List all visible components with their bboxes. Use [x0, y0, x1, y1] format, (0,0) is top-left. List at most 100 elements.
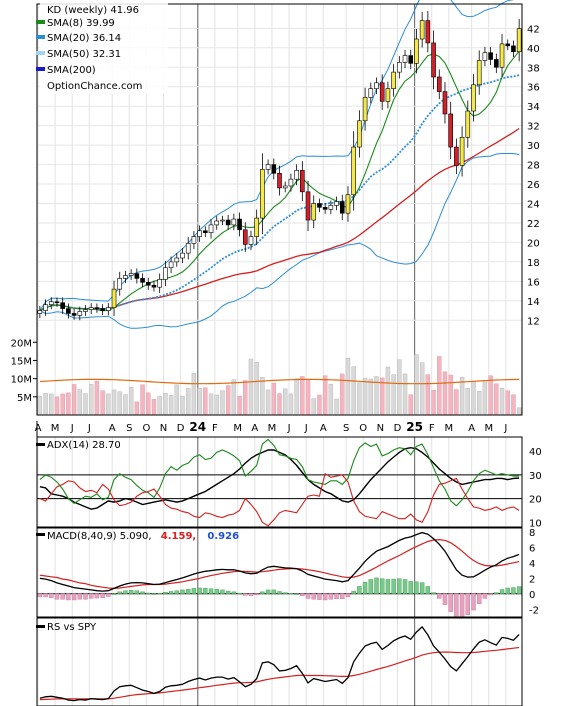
macd-histogram-bar — [442, 593, 448, 605]
macd-histogram-bar — [408, 581, 413, 594]
macd-tick-label: 2 — [529, 574, 535, 585]
volume-bar — [482, 381, 488, 416]
volume-bar — [54, 396, 60, 416]
volume-bar — [254, 362, 259, 416]
macd-histogram-bar — [186, 588, 191, 594]
macd-histogram-bar — [499, 589, 505, 594]
volume-bar — [111, 389, 117, 416]
macd-histogram-bar — [157, 593, 162, 595]
candle-body — [311, 203, 317, 221]
macd-histogram-bar — [60, 593, 65, 600]
candle-body — [471, 84, 476, 112]
macd-histogram-bar — [203, 588, 208, 594]
sma8-line — [39, 50, 520, 312]
legend-swatch-sma20 — [36, 35, 45, 39]
x-tick-label: F — [429, 423, 435, 434]
volume-bar — [294, 378, 299, 416]
macd-histogram-bar — [140, 591, 145, 594]
candle-body — [357, 120, 362, 148]
macd-tick-label: 6 — [529, 543, 535, 554]
price-frame — [36, 3, 523, 416]
x-tick-label: M — [233, 423, 242, 434]
candle-body — [362, 97, 368, 122]
candle-body — [317, 203, 322, 208]
adx-line — [39, 446, 520, 510]
volume-bar — [277, 393, 282, 416]
volume-bar — [128, 387, 134, 416]
candle-body — [60, 302, 65, 309]
candle-body — [140, 278, 145, 283]
macd-histogram-bar — [128, 590, 134, 594]
candle-body — [436, 76, 442, 92]
volume-bar — [186, 388, 191, 416]
candle-body — [248, 236, 254, 245]
adx-tick-label: 30 — [529, 471, 542, 482]
macd-histogram-bar — [334, 593, 339, 600]
adx-tick-label: 10 — [529, 518, 542, 529]
volume-bar — [117, 391, 122, 416]
volume-bar — [499, 387, 505, 416]
macd-histogram-bar — [362, 581, 368, 594]
macd-histogram-bar — [43, 593, 48, 598]
candle-body — [397, 62, 402, 73]
candle-body — [185, 243, 191, 254]
adx-legend: ADX(14) 28.70 — [36, 440, 121, 451]
candle-body — [88, 307, 94, 310]
candle-body — [111, 288, 117, 308]
candle-body — [391, 71, 396, 89]
volume-bar — [408, 394, 413, 416]
volume-bar — [174, 384, 179, 416]
macd-histogram-bar — [505, 587, 510, 594]
volume-bar — [123, 394, 128, 416]
adx-panel: 10 20 30 40 — [37, 438, 542, 529]
legend-histogram-value: 0.926 — [207, 531, 239, 542]
legend-swatch-adx — [36, 443, 45, 446]
candle-body — [208, 224, 214, 233]
macd-histogram-bar — [191, 588, 197, 594]
price-tick-label: 38 — [527, 63, 540, 74]
macd-histogram-bar — [414, 581, 419, 594]
candle-body — [374, 82, 379, 89]
macd-histogram-bar — [357, 586, 362, 594]
macd-histogram-bar — [123, 590, 128, 594]
price-tick-label: 14 — [527, 297, 540, 308]
volume-bar — [197, 387, 202, 416]
macd-histogram-bar — [243, 593, 248, 596]
volume-bar — [391, 374, 396, 416]
candle-body — [231, 218, 237, 226]
x-tick-label: 24 — [189, 420, 206, 434]
volume-bar — [454, 389, 459, 416]
panel-frames — [36, 3, 523, 706]
macd-histogram-bar — [106, 593, 111, 597]
x-tick-label: A — [251, 423, 258, 434]
candle-body — [37, 310, 43, 314]
volume-bar — [448, 374, 453, 416]
volume-bar — [180, 395, 185, 416]
macd-histogram-bar — [71, 593, 77, 601]
volume-bar — [225, 385, 231, 416]
volume-tick-label: 10M — [11, 375, 32, 386]
x-tick-label: A — [320, 423, 327, 434]
macd-histogram-bar — [288, 593, 294, 595]
volume-bar — [100, 390, 105, 416]
adx-tick-label: 40 — [529, 447, 542, 458]
macd-histogram-bar — [151, 593, 157, 595]
macd-histogram-bar — [380, 578, 385, 594]
x-tick-label: J — [287, 423, 291, 434]
price-tick-label: 20 — [527, 238, 540, 249]
macd-histogram-bar — [294, 593, 299, 595]
macd-histogram-bar — [345, 593, 351, 598]
x-tick-label: A — [109, 423, 116, 434]
candle-body — [191, 236, 197, 244]
volume-average-line — [39, 378, 520, 385]
volume-bar — [168, 395, 174, 416]
volume-bar — [431, 390, 436, 416]
volume-bar — [43, 392, 48, 416]
macd-histogram-bar — [516, 586, 522, 594]
volume-tick-label: 15M — [11, 356, 32, 367]
volume-bar — [157, 395, 162, 416]
volume-bar — [437, 356, 442, 416]
candle-body — [322, 207, 328, 210]
macd-histogram-bar — [146, 592, 151, 595]
volume-bar — [163, 392, 168, 416]
